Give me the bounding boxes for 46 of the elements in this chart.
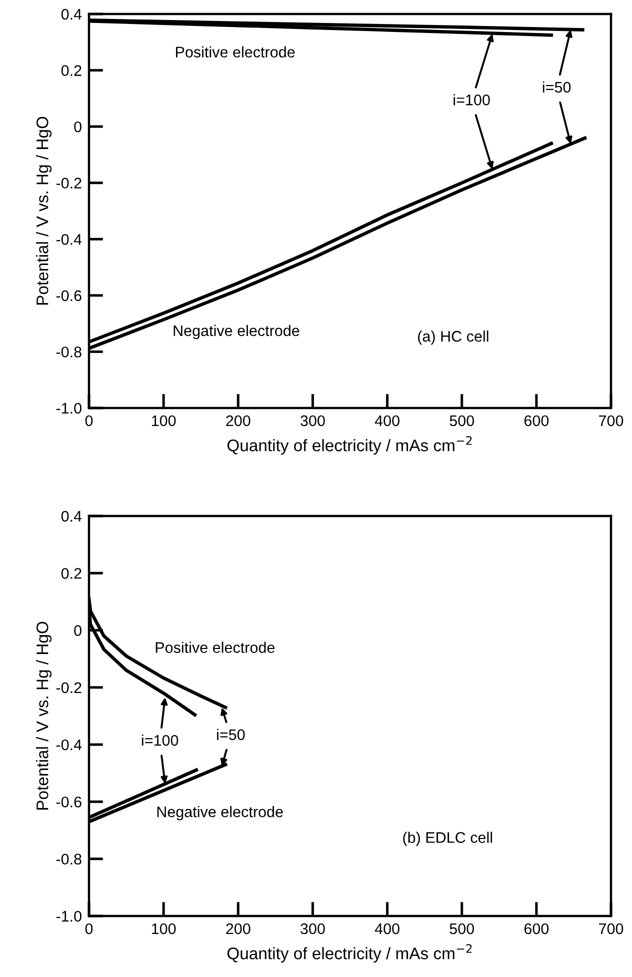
x-tick-label: 700	[599, 923, 624, 934]
annotation: i=100	[454, 94, 490, 106]
annotation: Negative electrode	[157, 806, 283, 820]
y-tick-label: 0	[74, 121, 82, 132]
x-tick-label: 400	[374, 415, 400, 426]
x-tick-label: 200	[226, 415, 250, 426]
y-axis-title: Potential / V vs. Hg / HgO	[36, 116, 52, 305]
x-tick-label: 500	[450, 923, 474, 934]
y-tick-label: 0	[74, 625, 82, 636]
annotation: Negative electrode	[174, 324, 300, 340]
y-tick-label: -0.4	[56, 234, 82, 245]
x-tick-label: 500	[450, 415, 474, 426]
x-tick-label: 0	[85, 923, 93, 934]
x-tick-label: 100	[152, 923, 176, 934]
x-tick-label: 100	[152, 415, 176, 426]
y-tick-label: 0.2	[61, 65, 82, 76]
annotation: i=50	[542, 81, 571, 93]
y-tick-label: -0.8	[56, 346, 82, 358]
y-tick-label: -0.8	[56, 854, 82, 865]
annotation: i=100	[142, 734, 178, 746]
x-tick-label: 300	[300, 923, 325, 934]
x-tick-label: 700	[599, 415, 624, 426]
y-axis-title: Potential / V vs. Hg / HgO	[36, 622, 52, 810]
annotation: (b) EDLC cell	[403, 832, 492, 846]
y-tick-label: -0.6	[56, 796, 82, 808]
annotation: (a) HC cell	[418, 330, 488, 345]
annotation: Positive electrode	[176, 46, 295, 58]
y-tick-label: -1.0	[56, 910, 82, 922]
y-tick-label: -0.4	[56, 739, 82, 750]
y-tick-label: -1.0	[56, 402, 82, 414]
annotation: Positive electrode	[156, 642, 275, 653]
x-tick-label: 200	[226, 923, 250, 934]
x-tick-label: 600	[524, 923, 549, 934]
y-tick-label: 0.4	[61, 8, 82, 20]
x-tick-label: 0	[85, 415, 93, 426]
annotation: i=50	[217, 728, 245, 740]
y-tick-label: -0.6	[56, 290, 82, 302]
x-tick-label: 400	[374, 923, 400, 934]
x-tick-label: 300	[300, 415, 325, 426]
y-tick-label: 0.4	[61, 510, 82, 522]
y-tick-label: 0.2	[61, 568, 82, 579]
x-axis-title: Quantity of electricity / mAs cm$^{−2}$	[227, 436, 472, 455]
x-tick-label: 600	[524, 415, 549, 426]
x-axis-title: Quantity of electricity / mAs cm$^{−2}$	[227, 944, 472, 963]
y-tick-label: -0.2	[56, 682, 82, 694]
y-tick-label: -0.2	[56, 178, 82, 189]
